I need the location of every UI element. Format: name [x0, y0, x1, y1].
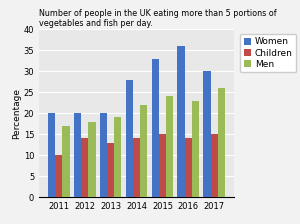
Bar	[107, 142, 114, 197]
Bar	[166, 96, 173, 197]
Bar	[81, 138, 88, 197]
Bar	[55, 155, 62, 197]
Bar	[185, 138, 192, 197]
Bar	[159, 134, 166, 197]
Bar	[192, 101, 199, 197]
Text: Number of people in the UK eating more than 5 portions of vegetables and fish pe: Number of people in the UK eating more t…	[39, 9, 277, 28]
Bar	[177, 46, 185, 197]
Legend: Women, Children, Men: Women, Children, Men	[241, 34, 296, 72]
Bar	[62, 126, 70, 197]
Bar	[203, 71, 211, 197]
Y-axis label: Percentage: Percentage	[12, 88, 21, 139]
Bar	[126, 80, 133, 197]
Bar	[152, 58, 159, 197]
Bar	[88, 121, 96, 197]
Bar	[48, 113, 55, 197]
Bar	[114, 117, 122, 197]
Bar	[211, 134, 218, 197]
Bar	[74, 113, 81, 197]
Bar	[218, 88, 225, 197]
Bar	[133, 138, 140, 197]
Bar	[100, 113, 107, 197]
Bar	[140, 105, 147, 197]
